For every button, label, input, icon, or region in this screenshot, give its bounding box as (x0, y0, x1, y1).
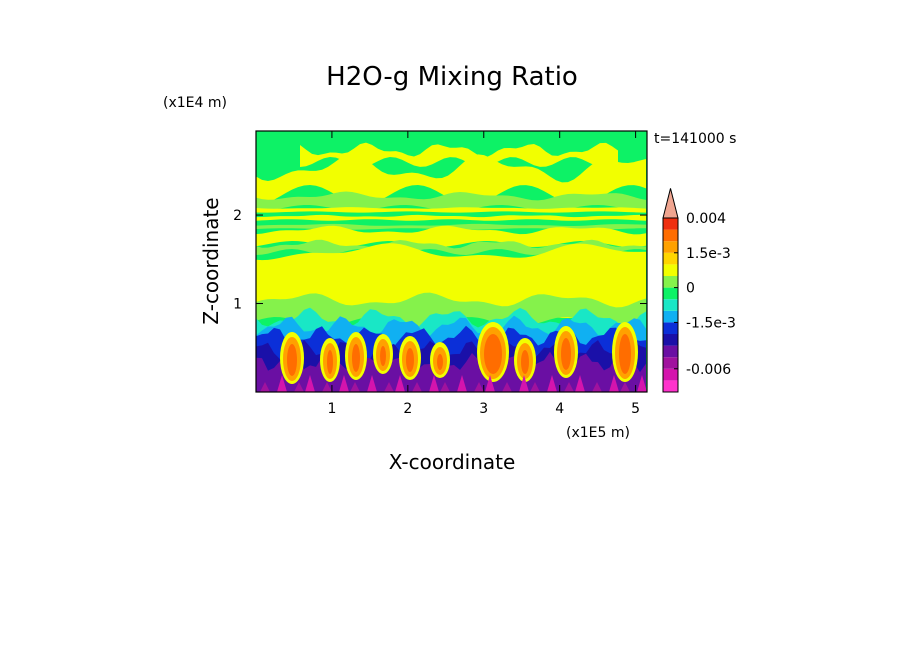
field-bottom-streak (530, 382, 540, 392)
x-tick-label: 5 (631, 401, 640, 417)
chart-title: H2O-g Mixing Ratio (326, 62, 578, 92)
colorbar-segment (663, 310, 678, 323)
colorbar-segment (663, 334, 678, 346)
colorbar-segment (663, 299, 678, 311)
field-region-upper-yellow (256, 153, 646, 205)
colorbar-tick-label: 1.5e-3 (686, 246, 731, 262)
field-plume-core (352, 344, 360, 372)
colorbar-labels: 0.004 1.5e-3 0 -1.5e-3 -0.006 (674, 211, 736, 378)
field-bottom-streak (547, 375, 557, 392)
colorbar-segment (663, 322, 678, 334)
field-bottom-streak (260, 382, 270, 392)
colorbar-tick-label: -0.006 (686, 362, 731, 378)
field-plume-core (327, 350, 333, 374)
colorbar-segment (663, 368, 678, 381)
field-bottom-streak (429, 375, 439, 392)
field-region-upper-lightgreen (256, 191, 646, 211)
time-label: t=141000 s (654, 131, 736, 147)
field-region-midupper-yellow (256, 225, 646, 247)
field-region-purple (256, 351, 646, 392)
field-bottom-streak (339, 375, 349, 392)
x-unit-label: (x1E5 m) (566, 425, 630, 441)
field-plume-core (521, 350, 529, 374)
field-plume-core (484, 334, 502, 374)
x-tick-label: 3 (479, 401, 488, 417)
colorbar-tick-label: 0.004 (686, 211, 726, 227)
field-bottom-streak (474, 382, 484, 392)
colorbar-segment (663, 252, 678, 265)
x-axis-label: X-coordinate (389, 450, 516, 474)
field-bottom-streak (350, 382, 360, 392)
field-bottom-streak (305, 375, 315, 392)
field-bottom-streak (609, 375, 619, 392)
colorbar-segment (663, 345, 678, 358)
field-bottom-streak (502, 382, 512, 392)
field-plume-core (561, 338, 571, 370)
x-tick-label: 2 (403, 401, 412, 417)
colorbar-segment (663, 357, 678, 369)
colorbar-segment (663, 241, 678, 253)
y-tick-label: 1 (233, 297, 242, 313)
field-lower-layer (256, 307, 647, 392)
colorbar-segment (663, 380, 678, 392)
field-bottom-streak (384, 382, 394, 392)
colorbar-overflow-triangle (662, 188, 679, 219)
colorbar-tick-label: 0 (686, 281, 695, 297)
y-axis-ticks: 12 (233, 208, 647, 313)
field-plume-core (437, 354, 443, 370)
colorbar-tick-label: -1.5e-3 (686, 315, 736, 331)
colorbar-segment (663, 218, 678, 230)
field-bottom-streak (395, 375, 405, 392)
field-bottom-streak (620, 382, 630, 392)
field-region-stripe (256, 214, 646, 221)
x-tick-label: 1 (327, 401, 336, 417)
field-bottom-streak (440, 382, 450, 392)
field-bottom-streak (637, 375, 647, 392)
colorbar-segment (663, 276, 678, 288)
colorbar-segment (663, 229, 678, 242)
field-plume-core (406, 348, 414, 372)
x-axis-ticks: 1 2 3 4 5 (327, 131, 640, 417)
field-bottom-streak (322, 382, 332, 392)
x-tick-label: 4 (555, 401, 564, 417)
field-bottom-streak (294, 382, 304, 392)
colorbar-segment (663, 264, 678, 276)
y-tick-label: 2 (233, 208, 242, 224)
field-bottom-streak (519, 375, 529, 392)
colorbar (662, 188, 679, 393)
field-plume-core (619, 334, 631, 374)
field-bottom-streak (592, 382, 602, 392)
field-region-stripe (256, 207, 646, 213)
field-region-lower-lightgreen (256, 292, 646, 327)
field-region-top-yellow (300, 142, 618, 167)
field-plume-core (287, 344, 297, 376)
field-bottom-streak (485, 375, 495, 392)
field-bottom-streak (367, 375, 377, 392)
field-plume-core (380, 346, 386, 366)
field-bottom-streak (412, 382, 422, 392)
field-upper-layer (256, 142, 646, 327)
field-bottom-streak (575, 375, 585, 392)
colorbar-segment (663, 287, 678, 300)
y-axis-label: Z-coordinate (199, 197, 223, 324)
plot-frame (255, 130, 648, 393)
field-region-mid-lightgreen (256, 239, 646, 255)
heatmap-field (256, 131, 647, 392)
field-bottom-streak (277, 375, 287, 392)
field-bottom-streak (564, 382, 574, 392)
y-unit-label: (x1E4 m) (163, 95, 227, 111)
colorbar-frame (662, 217, 679, 393)
field-bottom-streak (457, 375, 467, 392)
